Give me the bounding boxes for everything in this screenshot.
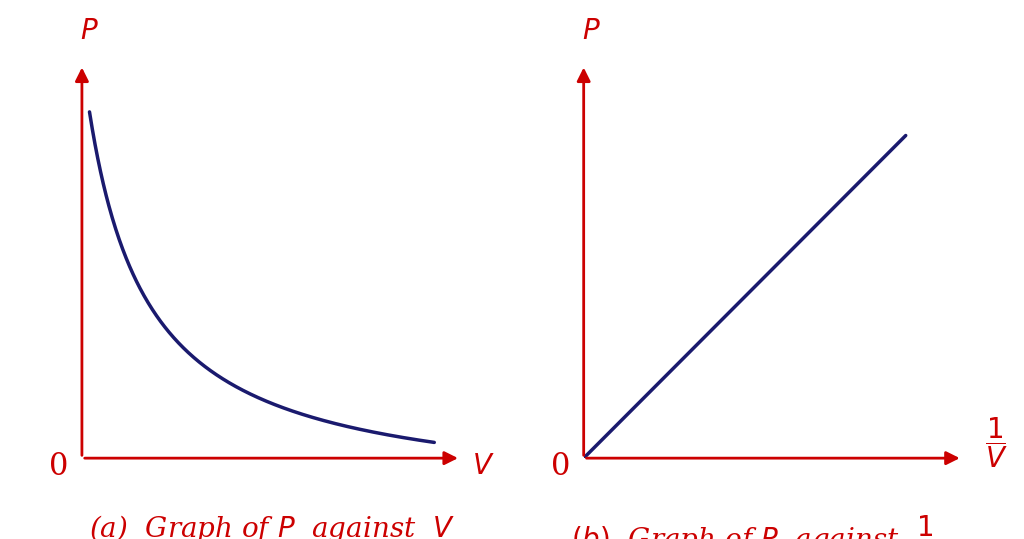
Text: $\dfrac{1}{V}$: $\dfrac{1}{V}$ (985, 415, 1008, 470)
Text: $V$: $V$ (472, 453, 495, 480)
Text: $P$: $P$ (582, 18, 601, 45)
Text: (a)  Graph of $P$  against  $V$: (a) Graph of $P$ against $V$ (88, 513, 455, 539)
Text: $P$: $P$ (80, 18, 99, 45)
Text: 0: 0 (49, 451, 69, 481)
Text: 0: 0 (551, 451, 570, 481)
Text: $(b)$  Graph of $P$  against  $\dfrac{1}{V}$: $(b)$ Graph of $P$ against $\dfrac{1}{V}… (570, 513, 938, 539)
